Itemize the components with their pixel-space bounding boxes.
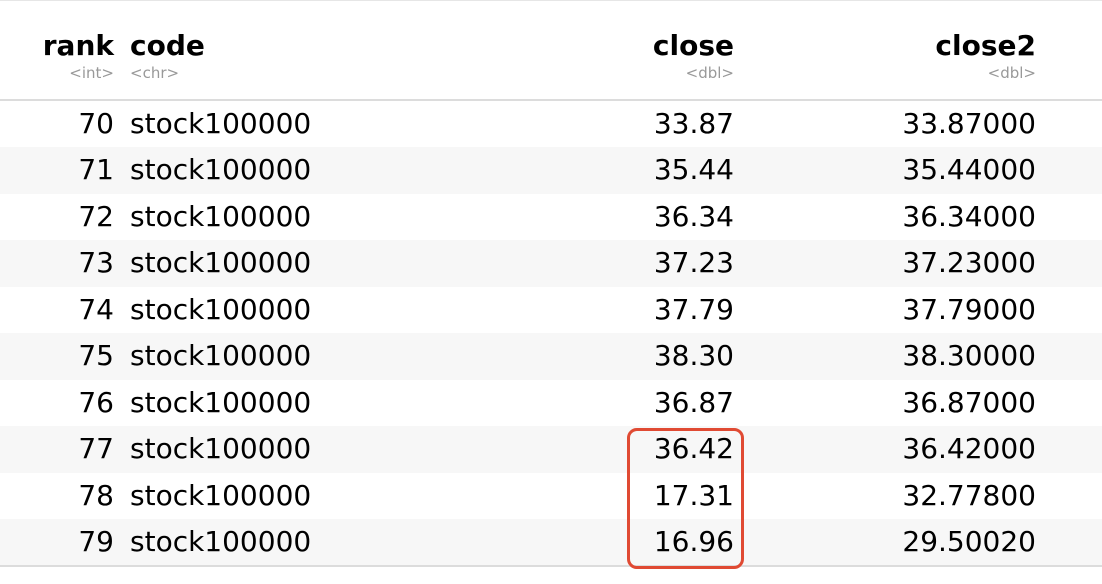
row-spacer [1036,147,1102,194]
cell-close2: 36.42000 [734,426,1036,473]
table-row[interactable]: 79 stock100000 16.96 29.50020 [0,519,1102,567]
cell-close: 35.44 [550,147,734,194]
cell-code: stock100000 [114,426,550,473]
table-header: rank <int> code <chr> close <dbl> close2… [0,28,1102,101]
table-row[interactable]: 71 stock100000 35.44 35.44000 [0,147,1102,194]
column-header-close2[interactable]: close2 <dbl> [734,28,1036,101]
row-spacer [1036,100,1102,147]
column-header-code[interactable]: code <chr> [114,28,550,101]
cell-close2: 35.44000 [734,147,1036,194]
cell-code: stock100000 [130,385,312,419]
cell-rank: 79 [0,519,114,567]
cell-code: stock100000 [114,333,550,380]
row-spacer [1036,380,1102,427]
cell-rank: 71 [0,147,114,194]
cell-code: stock100000 [130,478,312,512]
cell-close2: 33.87000 [902,107,1036,140]
cell-close: 38.30 [550,333,734,380]
cell-code: stock100000 [114,519,550,567]
table-body: 70 stock100000 33.87 33.87000 71 stock100000 3… [0,100,1102,567]
top-divider [0,0,1102,1]
table-row[interactable]: 75 stock100000 38.30 38.30000 [0,333,1102,380]
row-spacer [1036,519,1102,567]
cell-close: 36.42 [550,426,734,473]
row-spacer [1036,240,1102,287]
cell-close: 37.79 [653,292,734,326]
column-type: <dbl> [987,64,1036,82]
table-row[interactable]: 76 stock100000 36.87 36.87000 [0,380,1102,427]
cell-code: stock100000 [130,199,312,233]
cell-rank: 75 [0,333,114,380]
cell-close2: 38.30000 [734,333,1036,380]
cell-close2: 37.23000 [734,240,1036,287]
column-name: code [130,29,205,62]
cell-close: 37.23 [550,240,734,287]
data-table: rank <int> code <chr> close <dbl> close2… [0,28,1102,567]
row-spacer [1036,287,1102,334]
row-spacer [1036,473,1102,520]
cell-code: stock100000 [130,292,312,326]
column-type: <int> [69,64,114,82]
column-type: <chr> [130,64,180,82]
cell-close2: 36.87000 [902,385,1036,419]
table-row[interactable]: 74 stock100000 37.79 37.79000 [0,287,1102,334]
cell-close2: 29.50020 [734,519,1036,567]
cell-rank: 77 [0,426,114,473]
cell-close: 17.31 [653,478,734,512]
cell-code: stock100000 [114,147,550,194]
table-row[interactable]: 77 stock100000 36.42 36.42000 [0,426,1102,473]
cell-close: 36.87 [653,385,734,419]
cell-close2: 37.79000 [902,292,1036,326]
column-name: rank [42,29,114,62]
table-row[interactable]: 78 stock100000 17.31 32.77800 [0,473,1102,520]
cell-rank: 74 [78,292,114,326]
row-spacer [1036,194,1102,241]
row-spacer [1036,426,1102,473]
row-spacer [1036,333,1102,380]
cell-code: stock100000 [130,107,312,140]
column-header-close[interactable]: close <dbl> [550,28,734,101]
column-type: <dbl> [685,64,734,82]
table-row[interactable]: 70 stock100000 33.87 33.87000 [0,100,1102,147]
cell-close2: 36.34000 [902,199,1036,233]
column-name: close [652,29,734,62]
table-row[interactable]: 72 stock100000 36.34 36.34000 [0,194,1102,241]
cell-close: 16.96 [550,519,734,567]
column-name: close2 [935,29,1036,62]
cell-rank: 72 [78,199,114,233]
cell-rank: 78 [78,478,114,512]
cell-rank: 70 [78,107,114,140]
cell-close: 36.34 [653,199,734,233]
cell-close: 33.87 [653,107,734,140]
cell-code: stock100000 [114,240,550,287]
header-spacer [1036,28,1102,101]
cell-close2: 32.77800 [902,478,1036,512]
column-header-rank[interactable]: rank <int> [0,28,114,101]
table-row[interactable]: 73 stock100000 37.23 37.23000 [0,240,1102,287]
cell-rank: 73 [0,240,114,287]
cell-rank: 76 [78,385,114,419]
